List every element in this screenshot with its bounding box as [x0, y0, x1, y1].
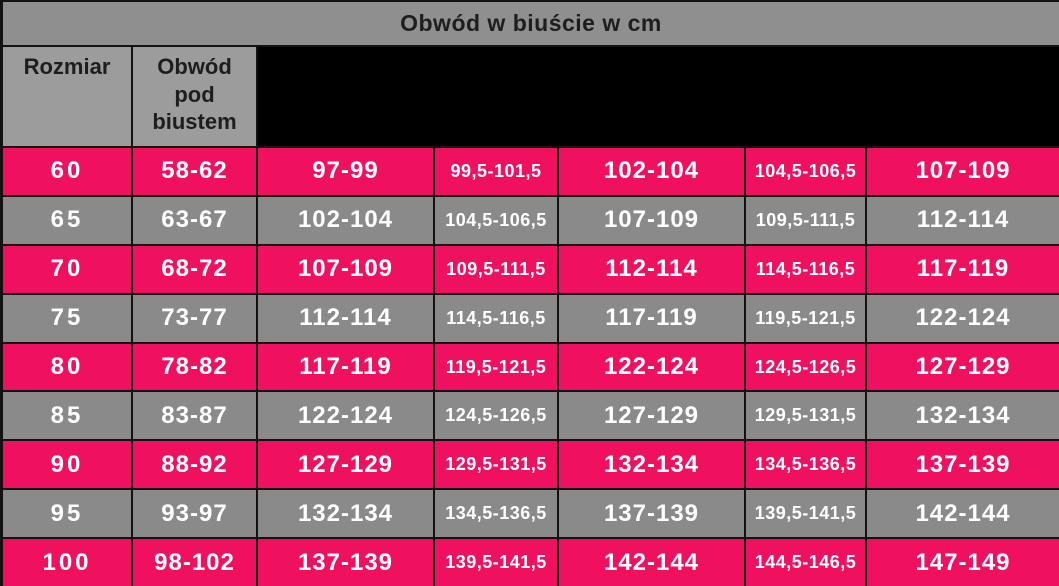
bust-range-cell: 124,5-126,5: [746, 343, 865, 391]
bust-range-cell: 132-134: [867, 392, 1059, 440]
size-cell: 75: [3, 294, 131, 342]
bust-range-cell: 129,5-131,5: [435, 441, 557, 489]
table-row: 65 63-67 102-104 104,5-106,5 107-109 109…: [3, 196, 1059, 244]
table-row: 100 98-102 137-139 139,5-141,5 142-144 1…: [3, 539, 1059, 586]
bust-range-cell: 97-99: [258, 148, 433, 195]
bust-range-cell: 142-144: [559, 539, 744, 586]
bust-range-cell: 147-149: [867, 539, 1059, 586]
bust-range-cell: 102-104: [559, 148, 744, 195]
bust-range-cell: 127-129: [559, 392, 744, 440]
underbust-range-cell: 88-92: [133, 441, 256, 489]
header-underbust: Obwód pod biustem: [133, 47, 256, 146]
size-cell: 100: [3, 539, 131, 586]
bust-range-cell: 144,5-146,5: [746, 539, 865, 586]
bust-range-cell: 137-139: [258, 539, 433, 586]
table-header-row: Rozmiar Obwód pod biustem: [3, 47, 1059, 146]
bust-range-cell: 124,5-126,5: [435, 392, 557, 440]
bust-range-cell: 104,5-106,5: [746, 148, 865, 195]
bust-range-cell: 132-134: [258, 490, 433, 538]
bust-range-cell: 142-144: [867, 490, 1059, 538]
bust-range-cell: 112-114: [258, 294, 433, 342]
size-cell: 70: [3, 245, 131, 293]
size-cell: 85: [3, 392, 131, 440]
header-size: Rozmiar: [3, 47, 131, 146]
underbust-range-cell: 78-82: [133, 343, 256, 391]
bust-range-cell: 137-139: [559, 490, 744, 538]
bust-range-cell: 114,5-116,5: [746, 245, 865, 293]
table-row: 75 73-77 112-114 114,5-116,5 117-119 119…: [3, 294, 1059, 342]
underbust-range-cell: 98-102: [133, 539, 256, 586]
bust-range-cell: 119,5-121,5: [435, 343, 557, 391]
redacted-cup-size-headers-block: [258, 47, 1059, 146]
size-cell: 65: [3, 196, 131, 244]
size-cell: 60: [3, 148, 131, 195]
bust-range-cell: 139,5-141,5: [435, 539, 557, 586]
bust-range-cell: 132-134: [559, 441, 744, 489]
bust-range-cell: 137-139: [867, 441, 1059, 489]
table-row: 95 93-97 132-134 134,5-136,5 137-139 139…: [3, 490, 1059, 538]
size-cell: 90: [3, 441, 131, 489]
bust-range-cell: 102-104: [258, 196, 433, 244]
bust-range-cell: 134,5-136,5: [435, 490, 557, 538]
table-body: 60 58-62 97-99 99,5-101,5 102-104 104,5-…: [3, 148, 1059, 586]
table-row: 85 83-87 122-124 124,5-126,5 127-129 129…: [3, 392, 1059, 440]
bust-range-cell: 122-124: [559, 343, 744, 391]
bust-range-cell: 119,5-121,5: [746, 294, 865, 342]
underbust-range-cell: 68-72: [133, 245, 256, 293]
bust-range-cell: 117-119: [559, 294, 744, 342]
bust-range-cell: 112-114: [867, 196, 1059, 244]
bust-range-cell: 129,5-131,5: [746, 392, 865, 440]
bust-range-cell: 117-119: [867, 245, 1059, 293]
bust-range-cell: 122-124: [258, 392, 433, 440]
bust-range-cell: 117-119: [258, 343, 433, 391]
bust-range-cell: 104,5-106,5: [435, 196, 557, 244]
bust-range-cell: 107-109: [258, 245, 433, 293]
table-row: 70 68-72 107-109 109,5-111,5 112-114 114…: [3, 245, 1059, 293]
bust-range-cell: 127-129: [867, 343, 1059, 391]
table-row: 60 58-62 97-99 99,5-101,5 102-104 104,5-…: [3, 148, 1059, 195]
bust-range-cell: 109,5-111,5: [746, 196, 865, 244]
bust-range-cell: 99,5-101,5: [435, 148, 557, 195]
bust-range-cell: 112-114: [559, 245, 744, 293]
bust-range-cell: 122-124: [867, 294, 1059, 342]
bust-range-cell: 109,5-111,5: [435, 245, 557, 293]
bust-range-cell: 107-109: [559, 196, 744, 244]
underbust-range-cell: 93-97: [133, 490, 256, 538]
size-cell: 95: [3, 490, 131, 538]
underbust-range-cell: 83-87: [133, 392, 256, 440]
underbust-range-cell: 63-67: [133, 196, 256, 244]
underbust-range-cell: 58-62: [133, 148, 256, 195]
bust-range-cell: 107-109: [867, 148, 1059, 195]
table-row: 90 88-92 127-129 129,5-131,5 132-134 134…: [3, 441, 1059, 489]
bust-range-cell: 139,5-141,5: [746, 490, 865, 538]
size-cell: 80: [3, 343, 131, 391]
bust-range-cell: 114,5-116,5: [435, 294, 557, 342]
underbust-range-cell: 73-77: [133, 294, 256, 342]
table-row: 80 78-82 117-119 119,5-121,5 122-124 124…: [3, 343, 1059, 391]
bust-range-cell: 134,5-136,5: [746, 441, 865, 489]
bust-range-cell: 127-129: [258, 441, 433, 489]
table-title: Obwód w biuście w cm: [3, 2, 1059, 45]
